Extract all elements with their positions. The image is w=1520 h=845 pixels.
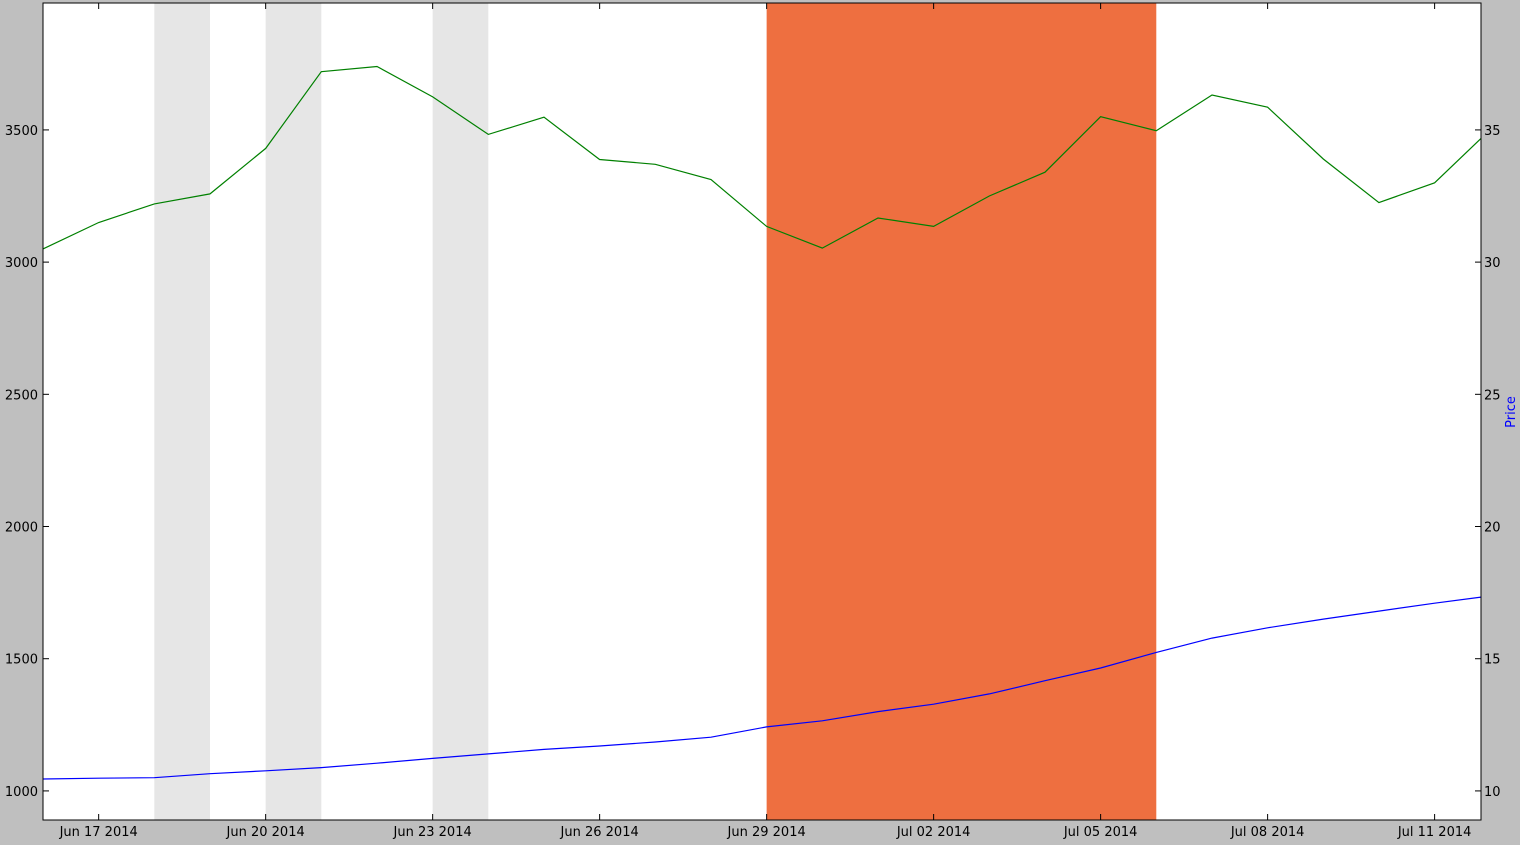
y-tick-label-right: 20	[1484, 521, 1501, 536]
y-tick-label-left: 1500	[5, 653, 38, 668]
x-tick-label: Jul 02 2014	[896, 825, 971, 840]
y-tick-label-right: 15	[1484, 653, 1501, 668]
y-tick-label-left: 2000	[5, 521, 38, 536]
y-axis-right-label: Price	[1504, 396, 1519, 428]
x-tick-label: Jun 29 2014	[727, 825, 806, 840]
y-tick-label-right: 35	[1484, 124, 1501, 139]
shaded-regions	[154, 3, 1157, 820]
shaded-region-3	[766, 3, 1157, 820]
series-line-right-axis	[42, 596, 1482, 780]
x-tick-label: Jul 08 2014	[1230, 825, 1305, 840]
series-lines	[42, 65, 1482, 780]
y-tick-label-right: 30	[1484, 256, 1501, 271]
x-tick-label: Jul 05 2014	[1063, 825, 1138, 840]
plot-background	[43, 3, 1481, 820]
shaded-region-0	[154, 3, 210, 820]
series-line-left-axis	[42, 65, 1482, 250]
y-tick-label-left: 3500	[5, 124, 38, 139]
x-tick-label: Jun 26 2014	[560, 825, 639, 840]
axes: Jun 17 2014 Jun 20 2014 Jun 23 2014 Jun 26 …	[5, 3, 1501, 840]
y-tick-label-left: 2500	[5, 388, 38, 403]
x-tick-label: Jun 23 2014	[393, 825, 472, 840]
y-tick-label-left: 3000	[5, 256, 38, 271]
y-tick-label-left: 1000	[5, 785, 38, 800]
shaded-region-1	[265, 3, 322, 820]
y-tick-label-right: 10	[1484, 785, 1501, 800]
x-tick-label: Jun 20 2014	[226, 825, 305, 840]
shaded-region-2	[432, 3, 489, 820]
x-tick-label: Jun 17 2014	[59, 825, 138, 840]
y-tick-label-right: 25	[1484, 388, 1501, 403]
plot-frame	[42, 2, 1482, 821]
x-tick-label: Jul 11 2014	[1397, 825, 1472, 840]
